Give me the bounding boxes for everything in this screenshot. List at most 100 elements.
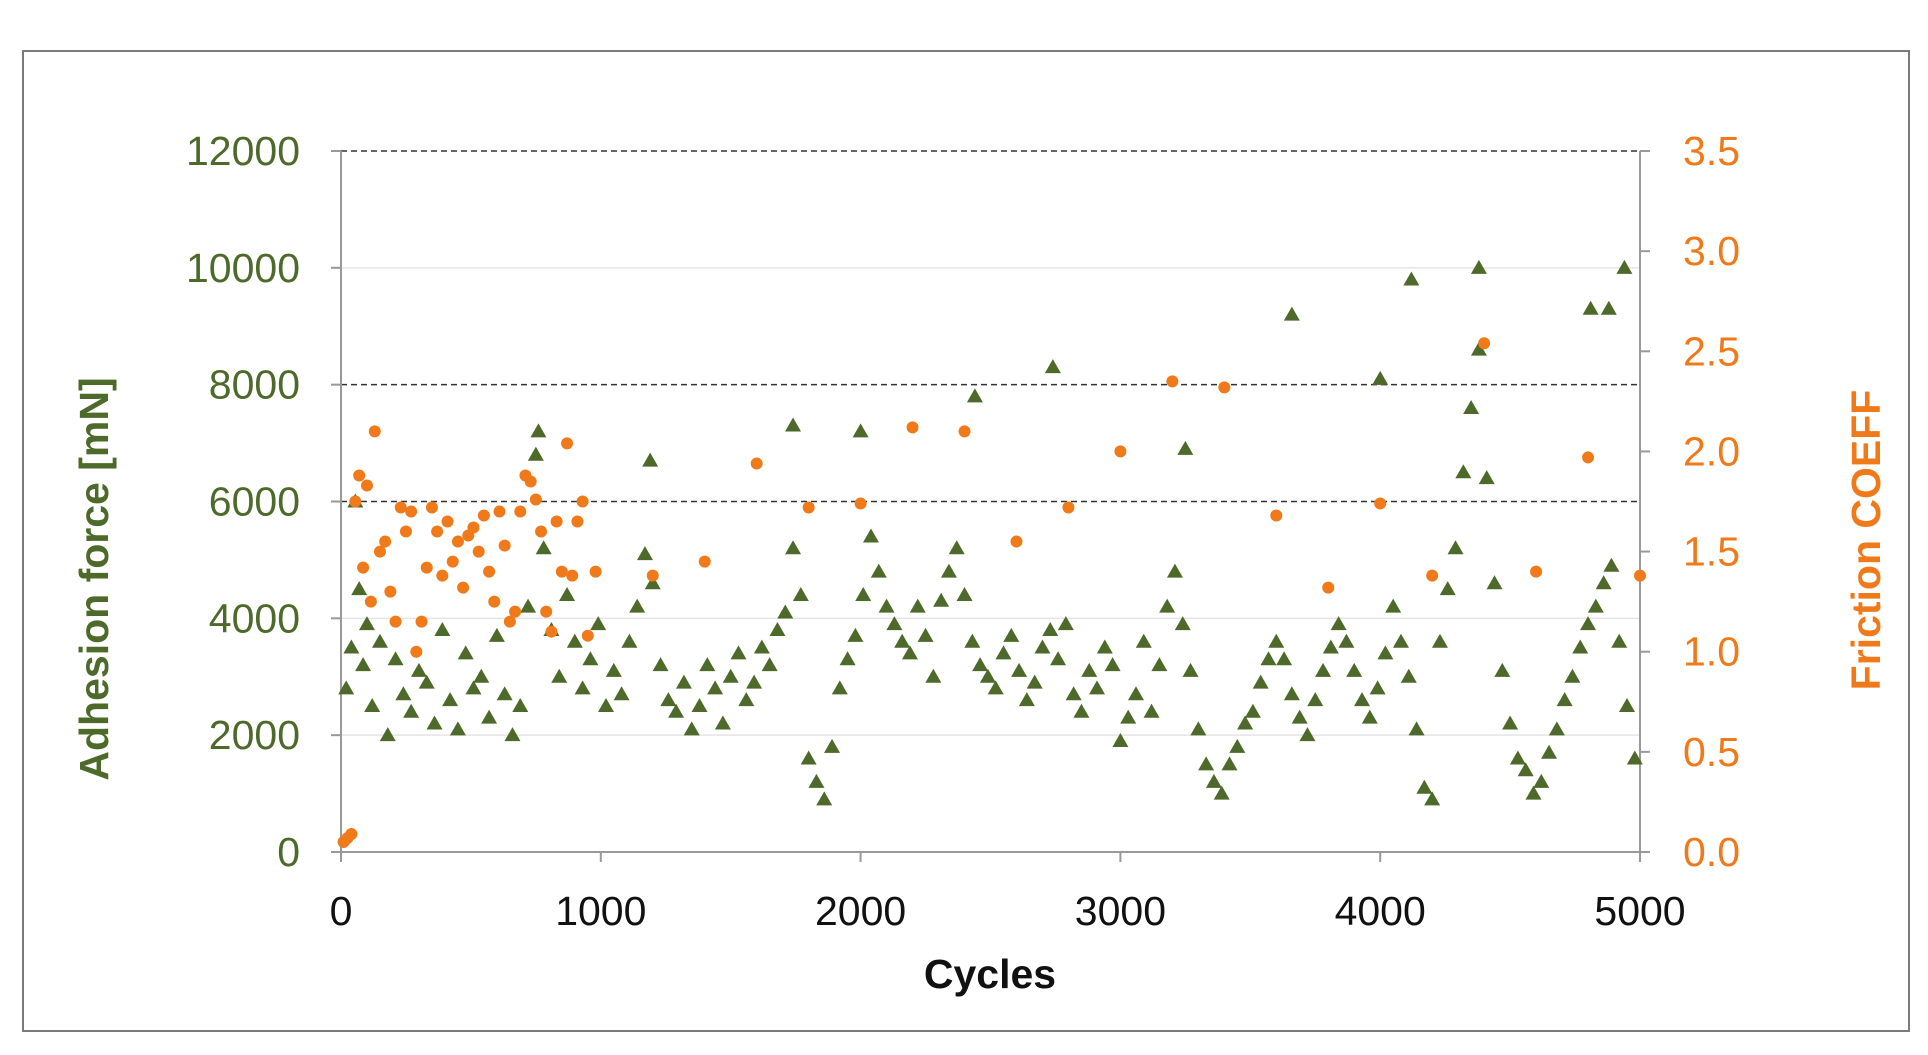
y-tick-label: 10000: [186, 245, 300, 291]
adhesion-point: [1603, 557, 1620, 572]
adhesion-point: [652, 657, 669, 672]
adhesion-point: [1330, 616, 1347, 631]
adhesion-point: [1213, 785, 1230, 800]
x-tick-label: 2000: [815, 888, 906, 934]
friction-point: [581, 629, 594, 642]
adhesion-point: [1403, 271, 1420, 286]
friction-point: [1478, 337, 1491, 350]
friction-point: [1374, 497, 1387, 510]
x-tick-label: 1000: [555, 888, 646, 934]
adhesion-point: [343, 639, 360, 654]
friction-point: [446, 555, 459, 568]
adhesion-point: [738, 692, 755, 707]
adhesion-point: [371, 633, 388, 648]
adhesion-point: [1268, 633, 1285, 648]
adhesion-point: [590, 616, 607, 631]
y2-tick-label: 1.5: [1683, 529, 1740, 575]
friction-point: [1114, 445, 1127, 458]
friction-point: [425, 501, 438, 514]
adhesion-point: [1517, 762, 1534, 777]
friction-point: [1530, 565, 1543, 578]
y2-tick-label: 0.5: [1683, 729, 1740, 775]
friction-point: [373, 545, 386, 558]
adhesion-point: [1369, 680, 1386, 695]
friction-point: [488, 595, 501, 608]
adhesion-point: [699, 657, 716, 672]
adhesion-point: [473, 668, 490, 683]
adhesion-point: [1011, 662, 1028, 677]
adhesion-point: [1541, 744, 1558, 759]
adhesion-point: [966, 388, 983, 403]
y-axis-title: Adhesion force [mN]: [71, 377, 117, 780]
adhesion-point: [808, 773, 825, 788]
friction-point: [509, 605, 522, 618]
friction-point: [561, 437, 574, 450]
friction-point: [410, 645, 423, 658]
adhesion-point: [1283, 306, 1300, 321]
adhesion-point: [1616, 259, 1633, 274]
adhesion-point: [855, 586, 872, 601]
friction-point: [431, 525, 444, 538]
adhesion-point: [1229, 738, 1246, 753]
y2-axis-title: Friction COEFF: [1843, 390, 1889, 691]
adhesion-point: [1611, 633, 1628, 648]
adhesion-point: [1003, 627, 1020, 642]
adhesion-point: [442, 692, 459, 707]
friction-point: [750, 457, 763, 470]
adhesion-point: [1408, 721, 1425, 736]
friction-point: [1634, 569, 1646, 582]
adhesion-point: [761, 657, 778, 672]
adhesion-point: [1354, 692, 1371, 707]
adhesion-point: [574, 680, 591, 695]
adhesion-point: [481, 709, 498, 724]
friction-point: [698, 555, 711, 568]
adhesion-point: [785, 417, 802, 432]
adhesion-point: [403, 703, 420, 718]
adhesion-point: [1112, 733, 1129, 748]
adhesion-point: [948, 540, 965, 555]
friction-point: [576, 495, 589, 508]
adhesion-point: [1548, 721, 1565, 736]
adhesion-point: [940, 563, 957, 578]
adhesion-point: [1455, 464, 1472, 479]
adhesion-point: [1026, 674, 1043, 689]
adhesion-point: [1582, 300, 1599, 315]
y2-tick-label: 1.0: [1683, 629, 1740, 675]
friction-point: [550, 515, 563, 528]
adhesion-point: [894, 633, 911, 648]
friction-point: [399, 525, 412, 538]
adhesion-point: [886, 616, 903, 631]
adhesion-point: [660, 692, 677, 707]
adhesion-point: [1050, 651, 1067, 666]
adhesion-point: [355, 657, 372, 672]
adhesion-point: [530, 423, 547, 438]
adhesion-point: [1237, 715, 1254, 730]
adhesion-point: [714, 715, 731, 730]
adhesion-point: [917, 627, 934, 642]
x-tick-label: 5000: [1594, 888, 1685, 934]
adhesion-point: [426, 715, 443, 730]
friction-point: [1218, 381, 1231, 394]
adhesion-point: [1431, 633, 1448, 648]
adhesion-point: [457, 645, 474, 660]
adhesion-point: [839, 651, 856, 666]
friction-point: [524, 475, 537, 488]
adhesion-point: [1307, 692, 1324, 707]
adhesion-point: [1470, 341, 1487, 356]
friction-point: [353, 469, 366, 482]
y-tick-label: 12000: [186, 128, 300, 174]
adhesion-point: [1502, 715, 1519, 730]
adhesion-point: [1166, 563, 1183, 578]
adhesion-point: [636, 546, 653, 561]
adhesion-point: [434, 622, 451, 637]
friction-point: [1166, 375, 1179, 388]
adhesion-point: [418, 674, 435, 689]
adhesion-point: [1198, 756, 1215, 771]
adhesion-point: [956, 586, 973, 601]
adhesion-point: [1291, 709, 1308, 724]
tick-labels: 0200040006000800010000120000.00.51.01.52…: [186, 128, 1740, 934]
adhesion-point: [1346, 662, 1363, 677]
friction-point: [529, 493, 542, 506]
friction-point: [436, 569, 449, 582]
friction-point: [384, 585, 397, 598]
